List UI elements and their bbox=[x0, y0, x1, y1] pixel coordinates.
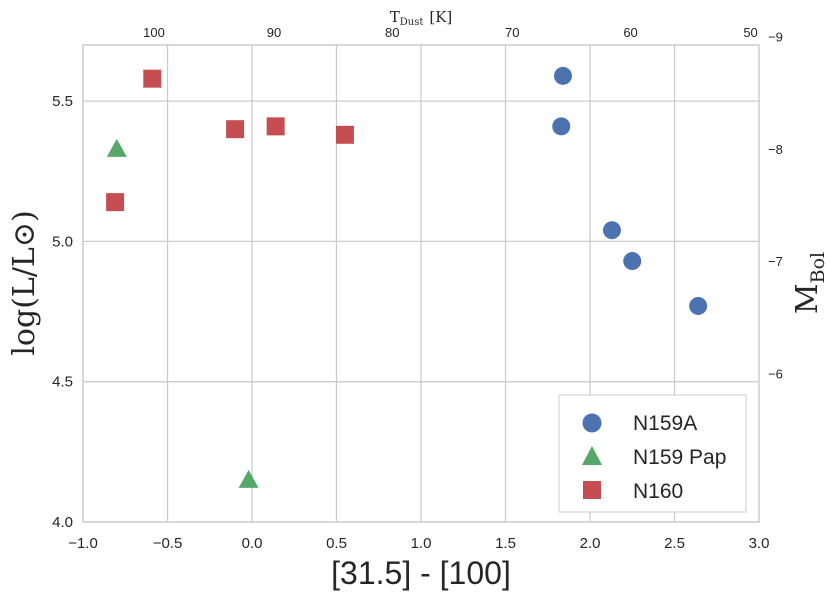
data-points bbox=[106, 66, 708, 488]
x-tick-label: 3.0 bbox=[749, 535, 770, 552]
top-x-axis-label-sub: Dust bbox=[400, 17, 424, 28]
top-x-tick-label: 80 bbox=[385, 25, 399, 40]
top-x-tick-labels: 100 90 80 70 60 50 bbox=[143, 25, 758, 40]
y-tick-label: 4.5 bbox=[52, 374, 73, 391]
top-x-tick-label: 90 bbox=[267, 25, 281, 40]
legend-label-n159-pap: N159 Pap bbox=[633, 446, 726, 469]
top-x-tick-label: 60 bbox=[623, 25, 637, 40]
right-y-tick-label: −6 bbox=[768, 366, 783, 381]
x-axis-label: [31.5] - [100] bbox=[331, 555, 511, 591]
y-tick-label: 4.0 bbox=[52, 514, 73, 531]
legend: N159A N159 Pap N160 bbox=[558, 394, 747, 513]
right-y-axis-label: MBol bbox=[790, 252, 829, 314]
point-n160 bbox=[226, 120, 245, 139]
top-x-tick-label: 100 bbox=[143, 25, 165, 40]
top-x-tick-label: 50 bbox=[743, 25, 757, 40]
point-n159a bbox=[623, 252, 642, 271]
x-tick-label: 1.5 bbox=[495, 535, 516, 552]
legend-label-n159a: N159A bbox=[633, 412, 697, 435]
point-n159-pap bbox=[238, 469, 259, 488]
x-tick-label: 0.0 bbox=[242, 535, 263, 552]
point-n159a bbox=[689, 296, 708, 315]
y-tick-label: 5.5 bbox=[52, 93, 73, 110]
point-n160 bbox=[335, 125, 354, 144]
y-tick-labels: 4.0 4.5 5.0 5.5 bbox=[52, 93, 73, 531]
point-n160 bbox=[266, 117, 285, 136]
right-y-tick-label: −7 bbox=[768, 254, 783, 269]
x-tick-label: 2.0 bbox=[580, 535, 601, 552]
point-n160 bbox=[106, 193, 125, 212]
plot-frame bbox=[82, 44, 760, 523]
point-n159-pap bbox=[106, 138, 127, 157]
x-tick-label: 2.5 bbox=[664, 535, 685, 552]
top-x-axis-label-unit: [K] bbox=[429, 8, 452, 26]
point-n159a bbox=[553, 66, 572, 85]
right-y-tick-labels: −6 −7 −8 −9 bbox=[768, 30, 783, 382]
x-tick-labels: −1.0 −0.5 0.0 0.5 1.0 1.5 2.0 2.5 3.0 bbox=[68, 535, 769, 552]
x-tick-label: −0.5 bbox=[153, 535, 183, 552]
x-tick-label: 1.0 bbox=[411, 535, 432, 552]
right-y-axis-label-sub: Bol bbox=[807, 252, 829, 283]
top-x-axis-label-main: T bbox=[390, 8, 400, 26]
point-n159a bbox=[552, 117, 571, 136]
legend-marker-n159a bbox=[582, 413, 602, 433]
legend-marker-n160 bbox=[583, 481, 601, 499]
point-n159a bbox=[602, 221, 621, 240]
right-y-axis-label-main: M bbox=[790, 283, 825, 314]
y-tick-label: 5.0 bbox=[52, 233, 73, 250]
right-y-tick-label: −9 bbox=[768, 30, 783, 45]
top-x-axis-label: TDust [K] bbox=[390, 8, 453, 28]
y-axis-label: log(L/L⊙) bbox=[7, 210, 42, 355]
top-x-tick-label: 70 bbox=[505, 25, 519, 40]
right-y-tick-label: −8 bbox=[768, 142, 783, 157]
legend-marker-n159-pap bbox=[582, 446, 602, 465]
x-tick-label: 0.5 bbox=[326, 535, 347, 552]
x-tick-label: −1.0 bbox=[68, 535, 98, 552]
point-n160 bbox=[143, 69, 162, 88]
legend-label-n160: N160 bbox=[633, 480, 683, 503]
